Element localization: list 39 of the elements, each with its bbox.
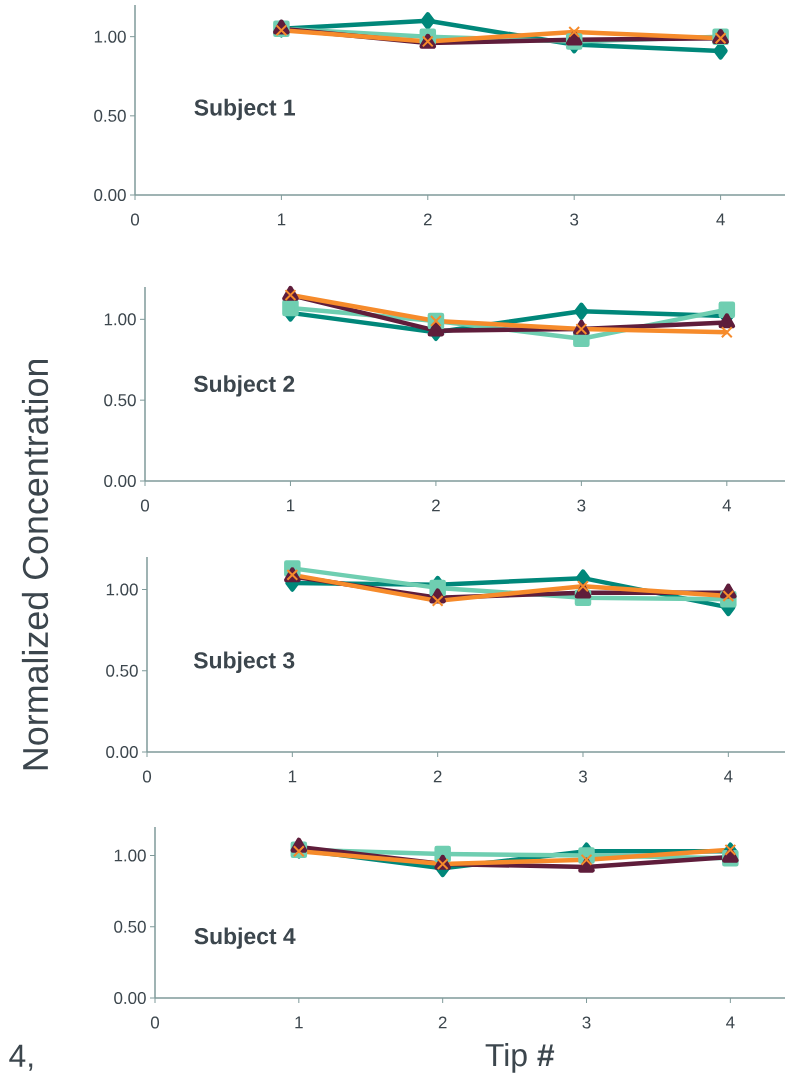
y-axis-title: Normalized Concentration (21, 359, 49, 770)
x-tick-label: 0 (150, 1016, 160, 1029)
x-tick-label: 4 (722, 499, 732, 512)
x-tick-label: 2 (433, 770, 442, 783)
y-tick-label: 0.00 (114, 992, 146, 1005)
x-tick-label: 0 (130, 213, 140, 226)
text: Subject 4 (194, 927, 296, 949)
y-tick-label: 1.00 (104, 313, 136, 326)
x-tick-label: 4 (724, 770, 733, 783)
y-tick-label: 0.50 (114, 920, 146, 933)
y-tick-label: 0.50 (94, 109, 126, 122)
x-tick-label: 3 (570, 213, 579, 226)
x-tick-label: 0 (142, 770, 152, 783)
text: Subject 3 (193, 651, 295, 673)
x-tick-label: 1 (295, 1016, 303, 1029)
text: Subject 1 (194, 98, 295, 121)
x-tick-label: 0 (140, 499, 150, 512)
x-tick-label: 3 (578, 770, 587, 783)
x-tick-label: 4 (716, 213, 725, 226)
x-tick-label: 2 (438, 1016, 447, 1029)
y-tick-label: 0.00 (94, 189, 126, 201)
x-tick-label: 3 (577, 499, 586, 512)
y-tick-label: 0.50 (106, 664, 138, 677)
x-tick-label: 1 (288, 770, 297, 783)
x-tick-label: 1 (277, 213, 286, 226)
text: Subject 2 (193, 375, 295, 397)
x-tick-label: 3 (582, 1016, 591, 1029)
x-tick-label: 2 (432, 499, 440, 512)
y-tick-label: 1.00 (94, 30, 126, 43)
y-tick-label: 1.00 (106, 583, 138, 596)
y-tick-label: 0.50 (104, 394, 136, 407)
x-tick-label: 2 (423, 213, 432, 226)
y-tick-label: 0.00 (104, 475, 136, 488)
x-axis-title: Tip # (485, 1043, 555, 1073)
y-tick-label: 1.00 (114, 849, 146, 862)
y-tick-label: 0.00 (106, 746, 138, 759)
x-tick-label: 1 (287, 499, 295, 512)
x-tick-label: 4 (726, 1016, 735, 1029)
text: 4, (9, 1044, 33, 1071)
